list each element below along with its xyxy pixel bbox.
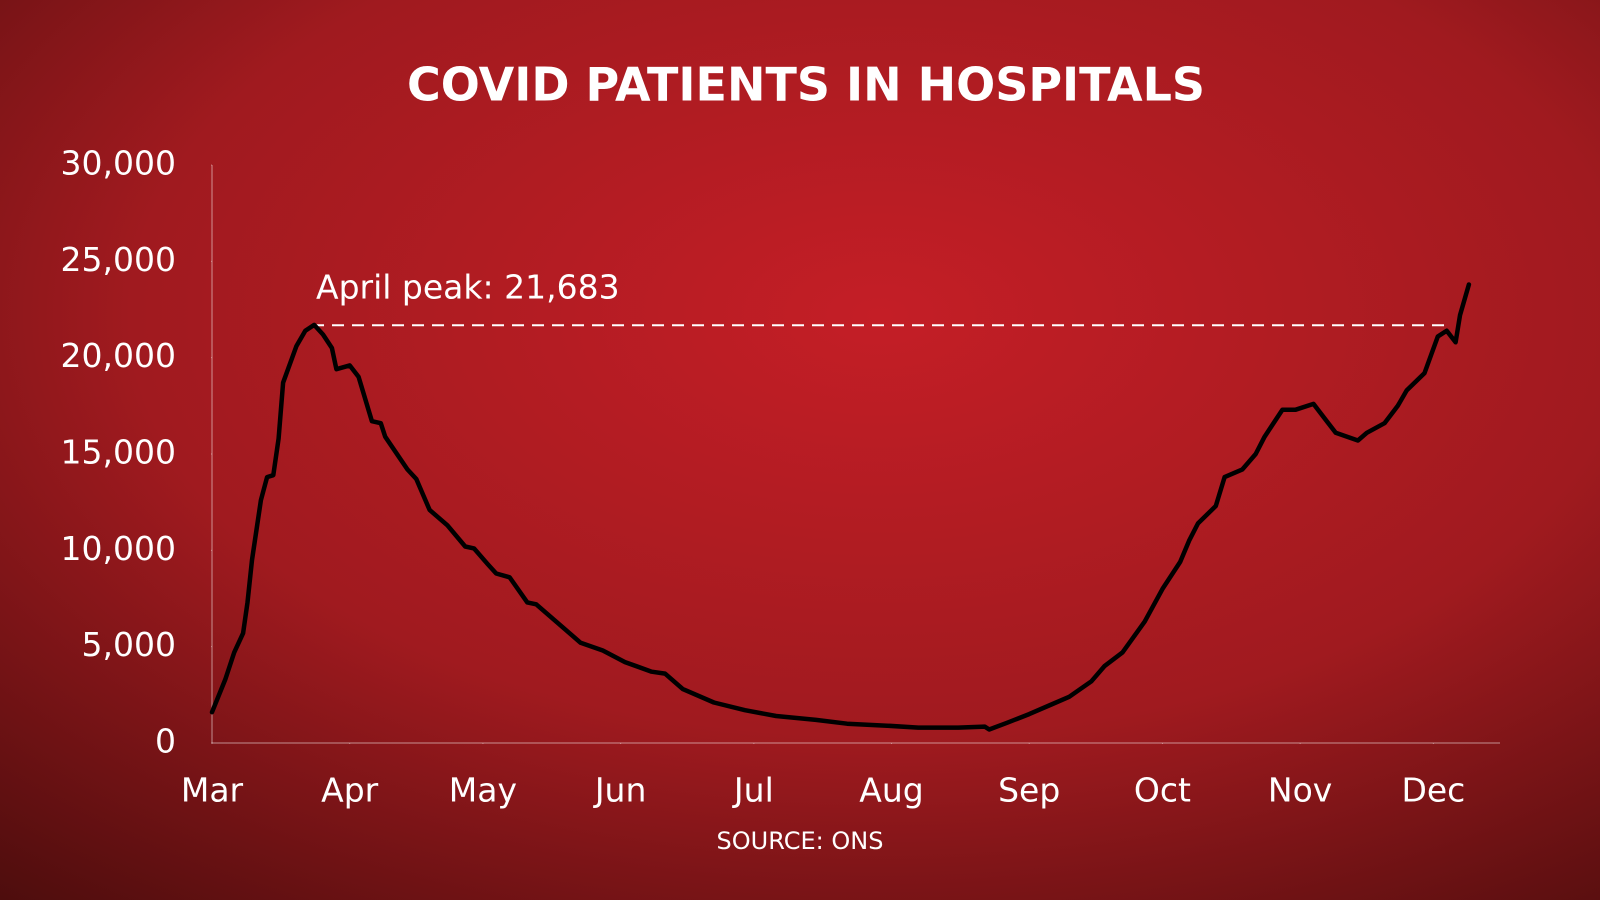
x-tick-label: Mar	[181, 771, 244, 810]
data-line	[209, 282, 1472, 732]
x-tick-label: May	[449, 771, 517, 810]
x-tick-label: Apr	[321, 771, 379, 810]
y-tick-label: 5,000	[82, 625, 176, 664]
source: SOURCE: ONS	[717, 827, 884, 855]
annotation-label: April peak: 21,683	[316, 268, 620, 307]
y-tick-label: 10,000	[61, 529, 176, 568]
x-tick-label: Jun	[593, 771, 647, 810]
x-tick-label: Sep	[998, 771, 1060, 810]
x-tick-label: Jul	[732, 771, 774, 810]
y-tick-label: 30,000	[61, 144, 176, 183]
y-tick-label: 20,000	[61, 336, 176, 375]
y-tick-label: 0	[155, 722, 176, 761]
x-tick-label: Dec	[1401, 771, 1465, 810]
chart-title: COVID PATIENTS IN HOSPITALS	[407, 58, 1205, 112]
x-tick-label: Aug	[859, 771, 923, 810]
x-tick-label: Nov	[1268, 771, 1332, 810]
y-tick-label: 15,000	[61, 433, 176, 472]
x-tick-label: Oct	[1134, 771, 1191, 810]
y-tick-label: 25,000	[61, 240, 176, 279]
